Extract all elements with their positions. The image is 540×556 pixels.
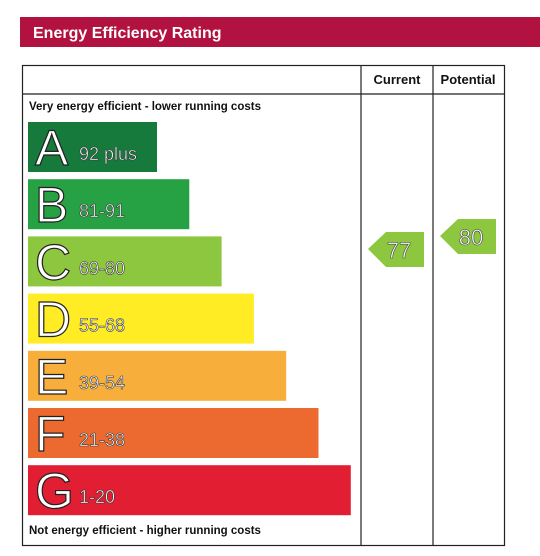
band-bar [28, 350, 287, 401]
band-bar [28, 179, 190, 230]
band-letter: C [35, 234, 71, 290]
current-arrow [368, 232, 424, 267]
band-letter: F [35, 406, 66, 462]
band-letter: B [35, 177, 68, 233]
potential-header: Potential [441, 72, 496, 87]
potential-score: 80 [459, 225, 483, 250]
bottom-note: Not energy efficient - higher running co… [29, 525, 261, 537]
table-frame [21, 64, 506, 547]
band-range: 69-80 [79, 258, 125, 278]
current-header: Current [374, 72, 422, 87]
band-bar [28, 122, 157, 172]
potential-arrow [440, 219, 496, 254]
band-bar [28, 465, 351, 516]
header-band [20, 17, 540, 47]
band-letter: E [35, 349, 68, 405]
header-title: Energy Efficiency Rating [33, 25, 222, 42]
band-range: 39-54 [79, 373, 125, 393]
band-range: 92 plus [79, 144, 137, 164]
band-letter: A [35, 120, 69, 176]
current-score: 77 [387, 238, 411, 263]
band-bar [28, 408, 319, 458]
band-bar [28, 236, 222, 287]
band-letter: G [35, 463, 74, 519]
band-range: 55-68 [79, 316, 125, 336]
band-range: 21-38 [79, 430, 125, 450]
band-range: 1-20 [79, 487, 115, 507]
top-note: Very energy efficient - lower running co… [29, 101, 261, 113]
band-range: 81-91 [79, 201, 125, 221]
bands: A 92 plus B 81-91 C 69-80 D 55-68 E 39-54 F 21-38G 1… [28, 119, 351, 520]
band-bar [28, 293, 254, 344]
band-letter: D [35, 292, 71, 348]
